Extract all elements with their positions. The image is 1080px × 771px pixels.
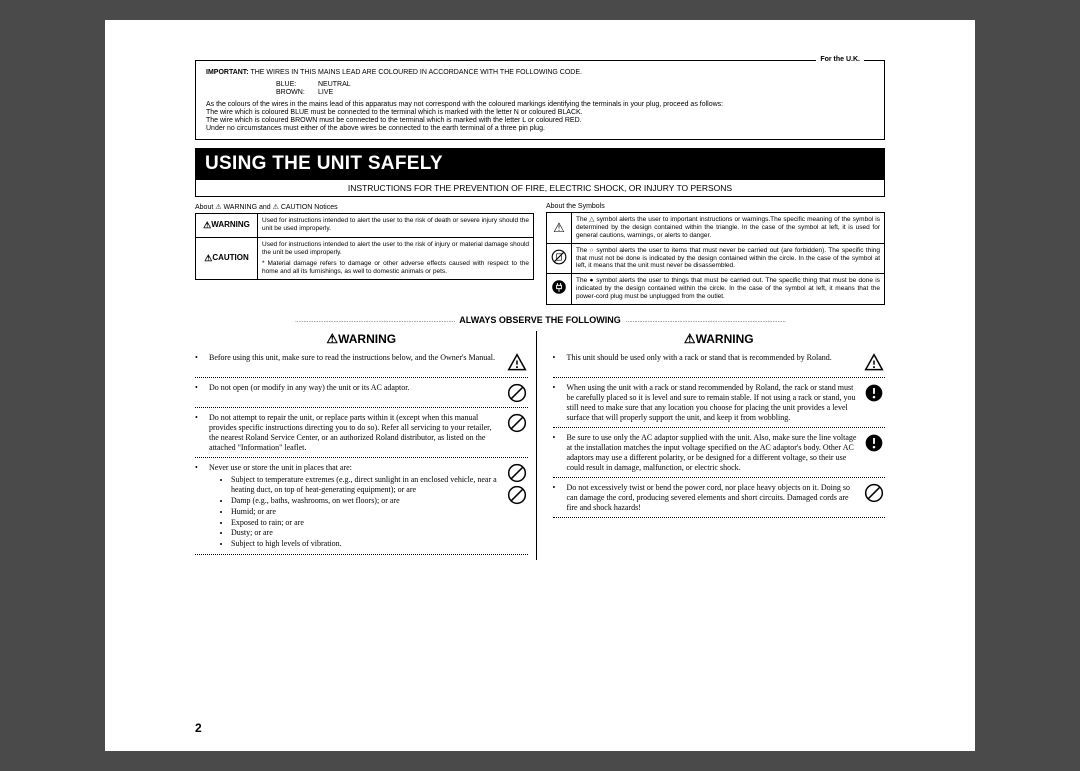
- prohibit-icon: [507, 413, 527, 433]
- dotline: [195, 407, 528, 408]
- caution-desc-1: Used for instructions intended to alert …: [262, 241, 529, 257]
- uk-important: IMPORTANT: THE WIRES IN THIS MAINS LEAD …: [206, 69, 874, 77]
- place-dusty: Dusty; or are: [231, 528, 500, 539]
- places-intro: Never use or store the unit in places th…: [209, 463, 352, 472]
- brown-value: LIVE: [318, 89, 333, 97]
- caution-label: CAUTION: [212, 253, 248, 262]
- dotline: [553, 427, 886, 428]
- notices-heading: About ⚠ WARNING and ⚠ CAUTION Notices: [195, 203, 534, 211]
- item-text: When using the unit with a rack or stand…: [567, 383, 858, 423]
- warning-columns: ⚠WARNING • Before using this unit, make …: [195, 331, 885, 561]
- prohibit-icon: [507, 463, 527, 483]
- warn-icon: ⚠: [326, 331, 338, 346]
- alert-icon: [507, 353, 527, 373]
- warning-cell: ⚠WARNING: [196, 214, 258, 237]
- item-text: Before using this unit, make sure to rea…: [209, 353, 500, 373]
- symbols-col: About the Symbols ⚠ The △ symbol alerts …: [546, 203, 885, 304]
- unplug-icon: [547, 274, 572, 304]
- prohibit-disassemble-icon: [547, 243, 572, 273]
- place-temp: Subject to temperature extremes (e.g., d…: [231, 475, 500, 497]
- warn-icon: ⚠: [684, 331, 696, 346]
- place-humid: Humid; or are: [231, 507, 500, 518]
- item-text: This unit should be used only with a rac…: [567, 353, 858, 373]
- item-ac-adaptor: • Be sure to use only the AC adaptor sup…: [553, 433, 886, 473]
- item-text: Never use or store the unit in places th…: [209, 463, 500, 551]
- item-power-cord: • Do not excessively twist or bend the p…: [553, 483, 886, 513]
- item-level-surface: • When using the unit with a rack or sta…: [553, 383, 886, 423]
- uk-important-text: THE WIRES IN THIS MAINS LEAD ARE COLOURE…: [249, 69, 582, 76]
- warn-label: WARNING: [338, 332, 396, 346]
- sym3-desc: The ● symbol alerts the user to things t…: [572, 274, 885, 304]
- warning-triangle-icon: ⚠: [203, 220, 211, 230]
- dotline: [553, 377, 886, 378]
- prohibit-icon: [507, 485, 527, 505]
- prohibit-icon: [864, 483, 884, 503]
- place-damp: Damp (e.g., baths, washrooms, on wet flo…: [231, 496, 500, 507]
- warning-heading-right: ⚠WARNING: [553, 331, 886, 347]
- caution-cell: ⚠CAUTION: [196, 237, 258, 280]
- caution-desc: Used for instructions intended to alert …: [258, 237, 534, 280]
- blue-value: NEUTRAL: [318, 81, 351, 89]
- item-no-repair: • Do not attempt to repair the unit, or …: [195, 413, 528, 453]
- notices-symbols-row: About ⚠ WARNING and ⚠ CAUTION Notices ⚠W…: [195, 203, 885, 304]
- page: For the U.K. IMPORTANT: THE WIRES IN THI…: [105, 20, 975, 751]
- uk-color-codes: BLUE:NEUTRAL BROWN:LIVE: [276, 81, 874, 97]
- uk-wiring-box: For the U.K. IMPORTANT: THE WIRES IN THI…: [195, 60, 885, 140]
- warn-label: WARNING: [696, 332, 754, 346]
- dotline: [553, 477, 886, 478]
- prohibit-icon: [507, 383, 527, 403]
- warning-col-left: ⚠WARNING • Before using this unit, make …: [195, 331, 537, 561]
- mandatory-icon: [864, 433, 884, 453]
- observe-label: ALWAYS OBSERVE THE FOLLOWING: [459, 315, 621, 325]
- dotline: [553, 517, 886, 518]
- dotline: [195, 457, 528, 458]
- sym1-desc: The △ symbol alerts the user to importan…: [572, 213, 885, 243]
- item-text: Do not attempt to repair the unit, or re…: [209, 413, 500, 453]
- item-read-manual: • Before using this unit, make sure to r…: [195, 353, 528, 373]
- section-subtitle: INSTRUCTIONS FOR THE PREVENTION OF FIRE,…: [195, 180, 885, 197]
- warning-label: WARNING: [211, 220, 250, 229]
- dotline: [195, 377, 528, 378]
- warning-col-right: ⚠WARNING • This unit should be used only…: [553, 331, 886, 561]
- page-number: 2: [195, 721, 202, 735]
- notices-table: ⚠WARNING Used for instructions intended …: [195, 213, 534, 280]
- item-places: • Never use or store the unit in places …: [195, 463, 528, 551]
- section-title: USING THE UNIT SAFELY: [195, 148, 885, 180]
- item-text: Do not excessively twist or bend the pow…: [567, 483, 858, 513]
- uk-label: For the U.K.: [816, 56, 864, 64]
- caution-desc-2: * Material damage refers to damage or ot…: [262, 260, 529, 276]
- blue-label: BLUE:: [276, 81, 318, 89]
- places-list: Subject to temperature extremes (e.g., d…: [223, 475, 500, 551]
- uk-fine-print: As the colours of the wires in the mains…: [206, 101, 874, 133]
- item-text: Be sure to use only the AC adaptor suppl…: [567, 433, 858, 473]
- alert-triangle-icon: ⚠: [547, 213, 572, 243]
- item-text: Do not open (or modify in any way) the u…: [209, 383, 500, 403]
- notices-col: About ⚠ WARNING and ⚠ CAUTION Notices ⚠W…: [195, 203, 534, 304]
- uk-important-label: IMPORTANT:: [206, 69, 249, 76]
- warning-desc: Used for instructions intended to alert …: [258, 214, 534, 237]
- place-vibration: Subject to high levels of vibration.: [231, 539, 500, 550]
- item-rack-stand: • This unit should be used only with a r…: [553, 353, 886, 373]
- item-no-open: • Do not open (or modify in any way) the…: [195, 383, 528, 403]
- mandatory-icon: [864, 383, 884, 403]
- alert-icon: [864, 353, 884, 373]
- observe-divider: ALWAYS OBSERVE THE FOLLOWING: [195, 315, 885, 325]
- brown-label: BROWN:: [276, 89, 318, 97]
- warning-heading-left: ⚠WARNING: [195, 331, 528, 347]
- dotline: [195, 554, 528, 555]
- symbols-table: ⚠ The △ symbol alerts the user to import…: [546, 212, 885, 304]
- symbols-heading: About the Symbols: [546, 203, 885, 210]
- sym2-desc: The ○ symbol alerts the user to items th…: [572, 243, 885, 273]
- place-rain: Exposed to rain; or are: [231, 518, 500, 529]
